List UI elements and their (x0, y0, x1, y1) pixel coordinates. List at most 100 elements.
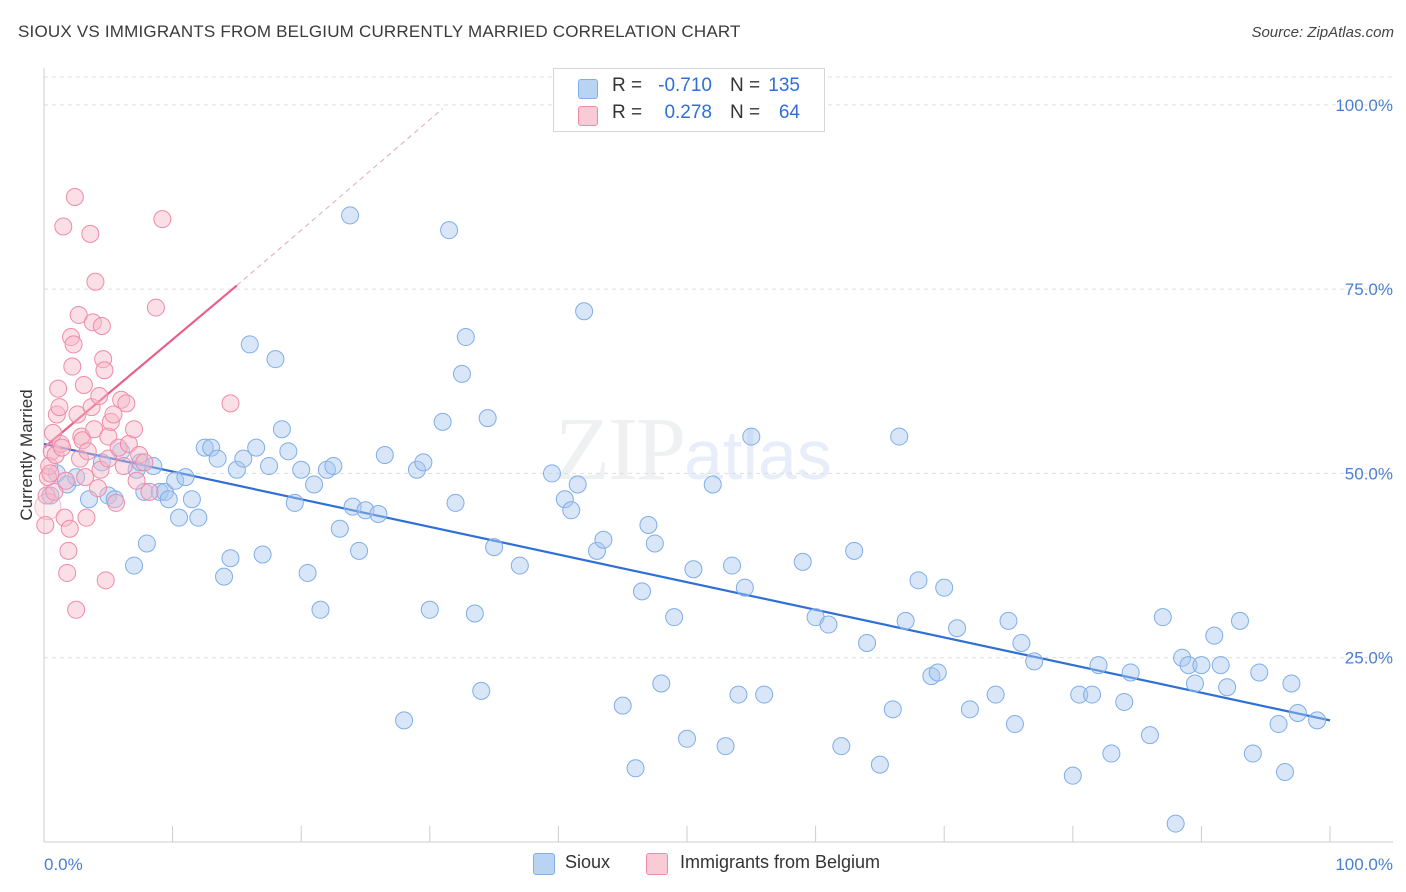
sioux-point (159, 490, 178, 509)
belgium-point (50, 398, 69, 417)
legend-n-label: N = (730, 75, 761, 96)
belgium-point (85, 420, 104, 439)
sioux-point (433, 412, 452, 431)
legend-r-label: R = (612, 75, 643, 96)
belgium-point (47, 405, 66, 424)
sioux-point (137, 534, 156, 553)
sioux-point (1288, 704, 1307, 722)
belgium-point (56, 471, 75, 490)
belgium-point (67, 600, 86, 619)
sioux-point (1083, 685, 1102, 704)
belgium-point (101, 412, 120, 431)
sioux-point (260, 457, 279, 476)
belgium-point (76, 468, 95, 487)
sioux-point (1218, 678, 1237, 697)
sioux-trend-line (43, 442, 1331, 722)
belgium-point-large (34, 493, 62, 521)
sioux-point (456, 328, 475, 347)
sioux-point (472, 681, 491, 700)
legend-swatch-sioux (578, 79, 598, 99)
bottom-legend-label-belgium: Immigrants from Belgium (680, 852, 881, 872)
x-tick-label-max: 100.0% (1335, 855, 1393, 874)
sioux-point (1205, 626, 1224, 645)
sioux-point (446, 493, 465, 512)
sioux-point (542, 464, 561, 483)
sioux-point (896, 611, 915, 630)
sioux-point (832, 737, 851, 756)
legend-swatch-belgium (578, 106, 598, 126)
belgium-point (54, 217, 73, 236)
bottom-legend-swatch-sioux (533, 853, 555, 875)
belgium-point (114, 457, 133, 476)
sioux-point (1140, 726, 1159, 745)
sioux-point (414, 453, 433, 472)
x-tick-label-min: 0.0% (44, 855, 83, 874)
sioux-point (253, 545, 272, 564)
belgium-trend-line (43, 284, 238, 449)
sioux-point (1243, 744, 1262, 763)
sioux-point (845, 541, 864, 560)
sioux-point (594, 530, 613, 549)
belgium-point (40, 457, 59, 476)
belgium-point (104, 405, 123, 424)
watermark: ZIPatlas (555, 398, 832, 501)
belgium-point (81, 224, 100, 243)
legend-r-label: R = (612, 102, 643, 123)
belgium-point (62, 328, 81, 347)
sioux-point (1192, 656, 1211, 675)
legend-n-value: 135 (768, 75, 800, 96)
sioux-point (234, 449, 253, 468)
y-tick-label: 75.0% (1345, 280, 1393, 299)
sioux-point (1269, 715, 1288, 734)
sioux-point (420, 600, 439, 619)
sioux-point (182, 490, 201, 509)
sioux-point (652, 674, 671, 693)
belgium-point (59, 541, 78, 560)
sioux-point (1179, 656, 1198, 675)
belgium-point (78, 442, 97, 461)
sioux-point (1275, 762, 1294, 781)
sioux-point (562, 501, 581, 520)
sioux-point (1115, 692, 1134, 711)
sioux-point (1250, 663, 1269, 682)
belgium-point (90, 387, 109, 406)
belgium-point (64, 335, 83, 354)
sioux-point (341, 206, 360, 225)
sioux-point (125, 556, 144, 575)
sioux-point (298, 563, 317, 582)
sioux-point (221, 549, 240, 568)
sioux-point (1070, 685, 1089, 704)
sioux-point (510, 556, 529, 575)
sioux-point (960, 700, 979, 719)
y-tick-label: 50.0% (1345, 464, 1393, 483)
sioux-point (1230, 611, 1249, 630)
belgium-point (125, 420, 144, 439)
sioux-point (909, 571, 928, 590)
sioux-point (793, 552, 812, 571)
sioux-point (883, 700, 902, 719)
belgium-point (107, 493, 126, 512)
belgium-point (60, 519, 79, 538)
sioux-point (1282, 674, 1301, 693)
legend-n-label: N = (730, 102, 761, 123)
sioux-point (189, 508, 208, 527)
sioux-point (227, 460, 246, 479)
sioux-point (1166, 814, 1185, 833)
sioux-point (890, 427, 909, 446)
grid-lines (44, 76, 1393, 659)
correlation-legend: R = -0.710 N = 135 R = 0.278 N = 64 (553, 68, 825, 132)
belgium-point (83, 313, 102, 332)
sioux-point (478, 409, 497, 428)
sioux-point (870, 755, 889, 774)
sioux-point (1089, 656, 1108, 675)
sioux-point (324, 457, 343, 476)
sioux-point (632, 582, 651, 601)
belgium-point (46, 446, 65, 464)
sioux-point (858, 633, 877, 652)
belgium-point (58, 563, 77, 582)
sioux-point (1308, 711, 1327, 730)
belgium-point (63, 357, 82, 376)
belgium-point (45, 482, 64, 501)
belgium-point (117, 394, 136, 413)
